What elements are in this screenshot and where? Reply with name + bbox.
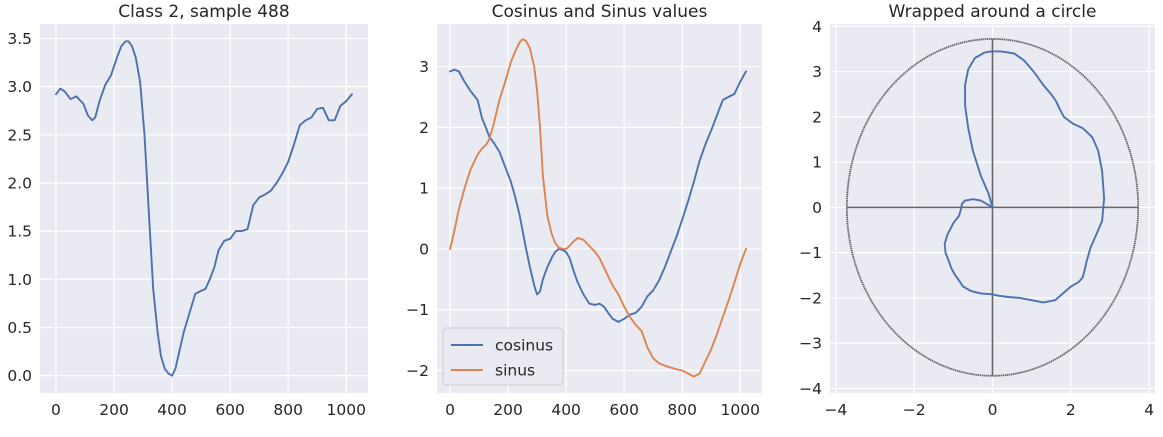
y-tick-label: −1: [799, 244, 822, 262]
y-tick-label: 1.0: [7, 271, 32, 289]
x-tick-label: 0: [51, 401, 61, 419]
x-tick-label: −4: [824, 401, 847, 419]
series-line-line-1: [943, 50, 1106, 304]
y-tick-label: 2.0: [7, 174, 32, 192]
x-tick-label: 200: [99, 401, 129, 419]
y-tick-label: 0.5: [7, 319, 32, 337]
y-tick-label: −1: [406, 301, 429, 319]
y-tick-label: −3: [799, 335, 822, 353]
panel-3: −4 −2 0 2 4 −4 −3 −2 −1 0 1 2 3 4 Wrapped around a cir…: [799, 2, 1155, 419]
series-line-line-1: [55, 40, 353, 377]
y-tick-label: 1.5: [7, 223, 32, 241]
legend-label-sinus: sinus: [495, 362, 535, 380]
x-tick-label: 4: [1144, 401, 1154, 419]
y-tick-label: 4: [812, 18, 822, 36]
x-tick-label: 0: [988, 401, 998, 419]
legend: cosinus sinus: [442, 327, 564, 386]
plot-content: [845, 38, 1140, 377]
x-tick-label: 0: [445, 401, 455, 419]
y-tick-label: −2: [799, 289, 822, 307]
chart-title: Wrapped around a circle: [889, 2, 1097, 22]
series-line-sinus: [449, 38, 747, 378]
x-tick-label: 1000: [327, 401, 366, 419]
y-tick-label: 2: [419, 119, 429, 137]
x-tick-label: 400: [157, 401, 187, 419]
y-tick-label: 3: [812, 63, 822, 81]
series-line-cosinus: [449, 68, 747, 323]
y-tick-label: 3.0: [7, 78, 32, 96]
y-tick-label: −4: [799, 380, 822, 398]
plot-content: [55, 40, 353, 377]
plot-content: [449, 38, 747, 378]
x-tick-label: −2: [903, 401, 926, 419]
chart-title: Cosinus and Sinus values: [492, 2, 708, 22]
grid: [40, 24, 368, 393]
panel-1: 0 200 400 600 800 1000 0.0 0.5 1.0 1.5 2.0 2.5 3.0 3.…: [7, 2, 368, 419]
x-tick-label: 2: [1066, 401, 1076, 419]
y-tick-label: 1: [419, 180, 429, 198]
x-tick-label: 800: [667, 401, 697, 419]
x-tick-label: 800: [273, 401, 303, 419]
y-tick-label: 2.5: [7, 126, 32, 144]
y-tick-label: 3: [419, 58, 429, 76]
x-tick-label: 200: [493, 401, 523, 419]
y-tick-label: 0: [419, 240, 429, 258]
x-tick-label: 400: [551, 401, 581, 419]
x-tick-label: 600: [609, 401, 639, 419]
legend-label-cosinus: cosinus: [495, 337, 553, 355]
y-tick-label: −2: [406, 362, 429, 380]
y-tick-label: 2: [812, 108, 822, 126]
x-tick-label: 1000: [721, 401, 760, 419]
panel-2: 0 200 400 600 800 1000 −2 −1 0 1 2 3 Cosinus and Sin…: [406, 2, 762, 419]
chart-title: Class 2, sample 488: [118, 2, 289, 22]
x-tick-label: 600: [215, 401, 245, 419]
y-tick-label: 1: [812, 154, 822, 172]
y-tick-label: 0.0: [7, 367, 32, 385]
plot-area: [40, 24, 368, 393]
grid: [437, 24, 762, 393]
y-tick-label: 0: [812, 199, 822, 217]
y-tick-label: 3.5: [7, 30, 32, 48]
